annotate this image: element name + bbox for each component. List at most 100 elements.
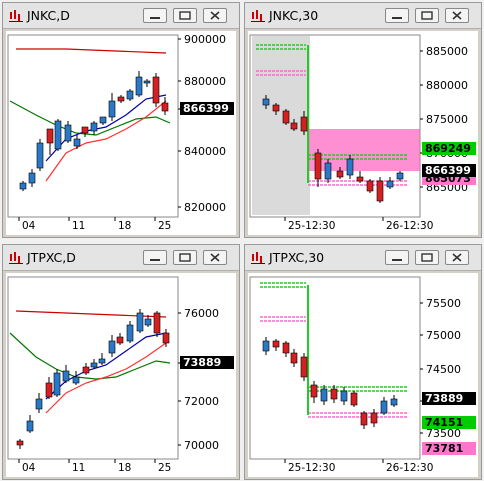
svg-text:866399: 866399 bbox=[425, 164, 471, 177]
candle bbox=[72, 371, 80, 385]
y-tick-label: 72000 bbox=[184, 395, 219, 408]
last-price-badge: 73889 bbox=[180, 356, 234, 369]
minimize-button[interactable] bbox=[143, 250, 167, 265]
x-tick-label: 11 bbox=[72, 462, 85, 474]
y-tick-label: 885000 bbox=[426, 45, 468, 58]
candle bbox=[62, 365, 70, 383]
candle bbox=[16, 439, 24, 449]
candle bbox=[386, 177, 394, 189]
candle bbox=[300, 111, 308, 135]
close-button[interactable] bbox=[203, 250, 227, 265]
maximize-button[interactable] bbox=[415, 8, 439, 23]
candle bbox=[64, 121, 72, 143]
candle bbox=[366, 179, 374, 193]
chart-icon bbox=[251, 252, 265, 264]
svg-text:74151: 74151 bbox=[425, 416, 463, 429]
candle bbox=[73, 135, 81, 149]
minimize-button[interactable] bbox=[143, 8, 167, 23]
close-button[interactable] bbox=[203, 8, 227, 23]
candle bbox=[356, 171, 364, 183]
window-titlebar[interactable]: JTPXC,30 bbox=[245, 245, 481, 271]
x-tick-label: 04 bbox=[22, 462, 36, 474]
level-price-badge: 869249 bbox=[422, 142, 476, 155]
chart-window[interactable]: JTPXC,30755007500074500740007350025-12:3… bbox=[244, 244, 482, 480]
plot-area[interactable]: 755007500074500740007350025-12:3026-12:3… bbox=[248, 273, 478, 477]
candle bbox=[90, 359, 98, 369]
candle bbox=[126, 321, 134, 343]
chart-icon bbox=[9, 252, 23, 264]
window-titlebar[interactable]: JNKC,30 bbox=[245, 3, 481, 29]
maximize-button[interactable] bbox=[173, 8, 197, 23]
candlestick-chart: 755007500074500740007350025-12:3026-12:3… bbox=[249, 276, 476, 474]
candle bbox=[90, 121, 98, 135]
svg-text:866399: 866399 bbox=[183, 102, 229, 115]
x-tick-label: 25-12:30 bbox=[288, 220, 335, 232]
candle bbox=[300, 353, 308, 381]
y-tick-label: 75000 bbox=[426, 329, 461, 342]
shaded-session bbox=[252, 35, 310, 215]
candle bbox=[116, 333, 124, 345]
level-price-badge: 73781 bbox=[422, 442, 476, 455]
candle bbox=[290, 119, 298, 131]
maximize-button[interactable] bbox=[415, 250, 439, 265]
candle bbox=[28, 169, 36, 187]
close-button[interactable] bbox=[445, 8, 469, 23]
plot-area[interactable]: 88500088000087500087000086500025-12:3026… bbox=[248, 31, 478, 235]
candle bbox=[336, 167, 344, 179]
close-button[interactable] bbox=[445, 250, 469, 265]
window-titlebar[interactable]: JTPXC,D bbox=[3, 245, 239, 271]
candle bbox=[310, 381, 318, 403]
minimize-button[interactable] bbox=[385, 8, 409, 23]
candle bbox=[390, 395, 398, 407]
candle bbox=[340, 387, 348, 405]
chart-frame bbox=[249, 34, 421, 218]
y-tick-label: 840000 bbox=[184, 145, 226, 158]
candle bbox=[153, 311, 161, 337]
candle bbox=[272, 339, 280, 351]
candle bbox=[161, 97, 169, 115]
chart-window[interactable]: JTPXC,D760007400072000700000411182573889 bbox=[2, 244, 240, 480]
minimize-button[interactable] bbox=[385, 250, 409, 265]
maximize-button[interactable] bbox=[173, 250, 197, 265]
x-tick-label: 11 bbox=[72, 220, 85, 232]
candle bbox=[346, 155, 354, 179]
moving-average-line bbox=[16, 48, 167, 54]
candle bbox=[376, 177, 384, 203]
x-tick-label: 04 bbox=[22, 220, 36, 232]
window-title: JTPXC,30 bbox=[269, 250, 325, 265]
candle bbox=[162, 329, 170, 347]
candlestick-chart: 9000008800008600008400008200000411182586… bbox=[7, 33, 234, 232]
chart-icon bbox=[251, 10, 265, 22]
candle bbox=[99, 116, 107, 125]
candle bbox=[117, 95, 125, 103]
svg-text:73781: 73781 bbox=[425, 442, 463, 455]
svg-text:73889: 73889 bbox=[425, 392, 463, 405]
candle bbox=[324, 159, 332, 183]
candle bbox=[143, 79, 151, 87]
candle bbox=[144, 315, 152, 327]
level-price-badge: 74151 bbox=[422, 416, 476, 429]
candle bbox=[26, 415, 34, 433]
x-tick-label: 25 bbox=[158, 220, 171, 232]
y-tick-label: 880000 bbox=[184, 75, 226, 88]
plot-area[interactable]: 760007400072000700000411182573889 bbox=[6, 273, 236, 477]
window-titlebar[interactable]: JNKC,D bbox=[3, 3, 239, 29]
plot-area[interactable]: 9000008800008600008400008200000411182586… bbox=[6, 31, 236, 235]
candle bbox=[81, 126, 89, 137]
candle bbox=[46, 128, 54, 155]
candle bbox=[282, 109, 290, 125]
chart-frame bbox=[249, 276, 421, 460]
moving-average-line bbox=[9, 332, 171, 380]
chart-frame bbox=[7, 276, 179, 460]
chart-window[interactable]: JNKC,3088500088000087500087000086500025-… bbox=[244, 2, 482, 238]
candle bbox=[262, 337, 270, 355]
svg-text:869249: 869249 bbox=[425, 142, 471, 155]
y-tick-label: 74500 bbox=[426, 363, 461, 376]
candle bbox=[135, 71, 143, 97]
x-tick-label: 18 bbox=[118, 220, 131, 232]
candle bbox=[126, 89, 134, 101]
chart-window[interactable]: JNKC,D9000008800008600008400008200000411… bbox=[2, 2, 240, 238]
candle bbox=[330, 385, 338, 403]
y-tick-label: 76000 bbox=[184, 307, 219, 320]
candle bbox=[262, 95, 270, 109]
